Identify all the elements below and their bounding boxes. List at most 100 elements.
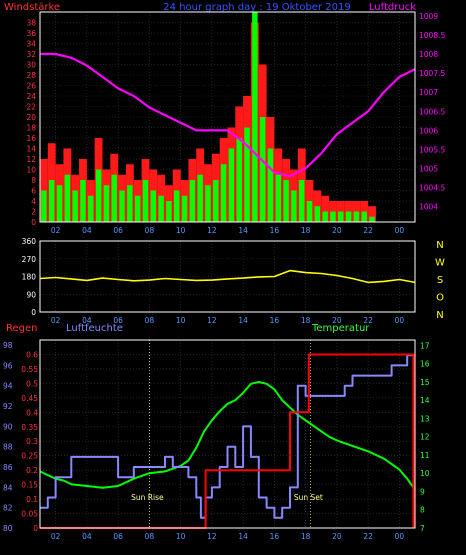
temperature-tick-label: 10	[420, 469, 430, 478]
x-tick-label: 22	[363, 316, 373, 325]
wind-speed-bar	[103, 185, 110, 222]
rain-tick-label: 0.1	[26, 495, 38, 504]
wind-speed-bar	[283, 180, 289, 222]
humidity-tick-label: 88	[3, 443, 13, 452]
rain-tick-label: 0.6	[26, 350, 38, 359]
x-tick-label: 12	[207, 532, 217, 541]
rain-tick-label: 0.35	[21, 423, 38, 432]
pressure-tick-label: 1005.5	[419, 145, 445, 154]
humidity-tick-label: 84	[3, 483, 13, 492]
wind-tick-label: 14	[26, 145, 36, 154]
compass-letter: O	[436, 293, 444, 304]
x-tick-label: 22	[363, 226, 373, 235]
humidity-tick-label: 80	[3, 524, 13, 533]
x-tick-label: 00	[395, 532, 405, 541]
compass-letter: W	[435, 258, 445, 269]
humidity-tick-label: 82	[3, 504, 13, 513]
wind-speed-bar	[314, 206, 321, 222]
pressure-tick-label: 1006	[419, 126, 438, 135]
wind-speed-bar	[41, 190, 47, 222]
humidity-line	[40, 354, 415, 519]
rain-tick-label: 0	[33, 524, 38, 533]
wind-tick-label: 28	[26, 71, 36, 80]
compass-letter: S	[437, 275, 443, 286]
x-tick-label: 12	[207, 316, 217, 325]
wind-speed-bar	[88, 195, 94, 222]
wind-speed-bar	[150, 190, 157, 222]
rain-tick-label: 0.45	[21, 394, 38, 403]
temperature-tick-label: 7	[420, 524, 425, 533]
x-tick-label: 22	[363, 532, 373, 541]
wind-speed-bar	[252, 12, 258, 222]
wind-speed-bar	[158, 195, 164, 222]
regen-label: Regen	[6, 323, 38, 334]
rain-humidity-temperature-panel: 0 0.05 0.1 0.15 0.2 0.25 0.3 0.35 0.4 0.45 0.5 0.55…	[3, 339, 430, 541]
x-tick-label: 16	[270, 532, 280, 541]
plot-frame	[39, 339, 416, 529]
pressure-tick-label: 1008.5	[419, 31, 445, 40]
wind-tick-label: 20	[26, 113, 36, 122]
wind-tick-label: 12	[26, 155, 36, 164]
pressure-tick-label: 1006.5	[419, 107, 445, 116]
humidity-tick-label: 98	[3, 341, 13, 350]
x-tick-label: 20	[332, 532, 342, 541]
x-tick-label: 06	[113, 532, 123, 541]
wind-tick-label: 2	[31, 208, 36, 217]
x-tick-label: 10	[176, 316, 186, 325]
x-tick-label: 08	[145, 532, 155, 541]
temperature-tick-label: 13	[420, 414, 430, 423]
wind-speed-bar	[189, 180, 196, 222]
wind-speed-bar	[220, 164, 227, 222]
x-tick-label: 14	[238, 532, 248, 541]
humidity-tick-label: 96	[3, 361, 13, 370]
wind-tick-label: 0	[31, 218, 36, 227]
wind-speed-bar	[111, 174, 117, 222]
x-tick-label: 08	[145, 316, 155, 325]
wind-speed-bar	[369, 216, 375, 222]
temperatur-label: Temperatur	[311, 323, 370, 334]
temperature-tick-label: 16	[420, 360, 430, 369]
wind-direction-line	[39, 269, 416, 284]
pressure-tick-label: 1004	[419, 203, 438, 212]
wind-speed-bar	[72, 190, 78, 222]
x-tick-label: 02	[51, 226, 61, 235]
wind-speed-bar	[275, 174, 282, 222]
wind-tick-label: 36	[26, 29, 36, 38]
wind-tick-label: 26	[26, 82, 36, 91]
rain-line	[40, 353, 415, 529]
x-tick-label: 14	[238, 226, 248, 235]
pressure-tick-label: 1005	[419, 165, 438, 174]
rain-tick-label: 0.4	[26, 408, 38, 417]
wind-gust-bar	[321, 195, 330, 222]
wind-tick-label: 4	[31, 197, 36, 206]
x-tick-label: 12	[207, 226, 217, 235]
wind-speed-bar	[291, 190, 297, 222]
rain-tick-label: 0.25	[21, 452, 38, 461]
x-tick-label: 00	[395, 316, 405, 325]
wind-tick-label: 32	[26, 50, 36, 59]
wind-tick-label: 6	[31, 187, 36, 196]
wind-speed-bar	[244, 127, 250, 222]
temperature-tick-label: 8	[420, 506, 425, 515]
temperature-tick-label: 14	[420, 396, 430, 405]
wind-speed-bar	[338, 211, 344, 222]
x-tick-label: 04	[82, 226, 92, 235]
wind-tick-label: 38	[26, 19, 36, 28]
x-tick-label: 04	[82, 316, 92, 325]
wind-speed-bar	[142, 180, 149, 222]
wind-tick-label: 24	[26, 92, 36, 101]
wind-speed-bar	[205, 185, 211, 222]
x-tick-label: 14	[238, 316, 248, 325]
pressure-line	[40, 52, 416, 178]
wind-speed-bar	[236, 138, 242, 222]
wind-speed-bar	[361, 211, 367, 222]
sun-marker-label: Sun Set	[294, 493, 323, 502]
direction-tick-label: 360	[22, 237, 37, 246]
direction-tick-label: 90	[26, 290, 36, 299]
wind-speed-bar	[197, 174, 203, 222]
wind-tick-label: 16	[26, 134, 36, 143]
luftfeuchte-label: Luftfeuchte	[66, 323, 123, 334]
wind-speed-bar	[213, 180, 219, 222]
wind-speed-bar	[345, 211, 352, 222]
